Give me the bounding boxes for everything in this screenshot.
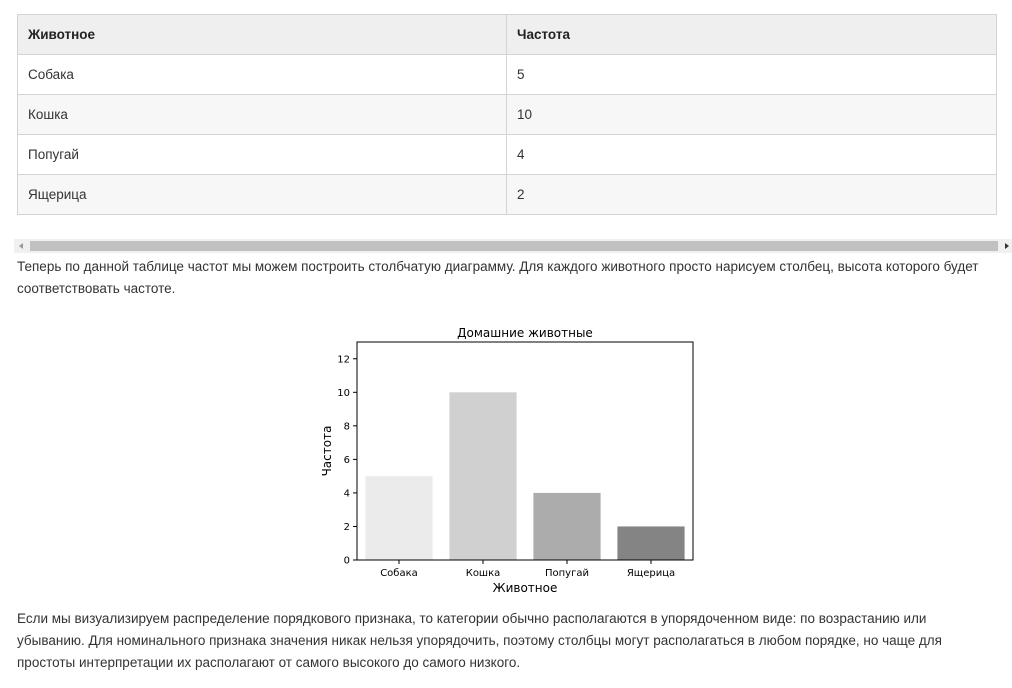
y-axis-label: Частота xyxy=(320,426,334,477)
y-tick-label: 12 xyxy=(337,354,350,365)
header-frequency: Частота xyxy=(506,14,997,55)
scrollbar-thumb[interactable] xyxy=(30,241,998,251)
y-tick-label: 2 xyxy=(344,522,350,533)
triangle-left-icon xyxy=(19,243,23,249)
bar-chart: Домашние животные 0 2 4 6 8 10 12 Собака Кошка П… xyxy=(310,318,710,598)
bar xyxy=(533,492,601,560)
y-tick-label: 8 xyxy=(344,421,350,432)
x-tick-label: Кошка xyxy=(466,568,501,579)
table-row: Попугай 4 xyxy=(17,134,997,175)
outro-paragraph: Если мы визуализируем распределение поря… xyxy=(17,611,942,670)
intro-paragraph: Теперь по данной таблице частот мы можем… xyxy=(17,259,979,296)
x-tick-label: Собака xyxy=(380,568,418,579)
bar xyxy=(617,526,685,560)
scroll-right-button[interactable] xyxy=(1000,239,1012,253)
y-tick-label: 10 xyxy=(337,388,350,399)
table-row: Ящерица 2 xyxy=(17,174,997,215)
x-axis: Собака Кошка Попугай Ящерица xyxy=(380,560,675,579)
y-axis: 0 2 4 6 8 10 12 xyxy=(337,354,357,567)
bar xyxy=(449,392,517,560)
plot-frame xyxy=(356,341,694,561)
scroll-left-button[interactable] xyxy=(14,239,28,253)
bar-chart-svg: Домашние животные 0 2 4 6 8 10 12 Собака Кошка П… xyxy=(320,326,694,595)
table-row: Кошка 10 xyxy=(17,94,997,135)
x-axis-label: Животное xyxy=(493,581,558,595)
cell-animal: Собака xyxy=(17,54,507,95)
cell-animal: Ящерица xyxy=(17,174,507,215)
frequency-table: Животное Частота Собака 5 Кошка 10 Попуг… xyxy=(17,14,997,215)
triangle-right-icon xyxy=(1005,243,1009,249)
table-header-row: Животное Частота xyxy=(17,14,997,55)
cell-frequency: 4 xyxy=(506,134,997,175)
header-animal: Животное xyxy=(17,14,507,55)
y-tick-label: 0 xyxy=(344,556,350,567)
horizontal-scrollbar[interactable] xyxy=(14,239,1012,253)
chart-title: Домашние животные xyxy=(457,326,593,340)
cell-frequency: 10 xyxy=(506,94,997,135)
cell-frequency: 5 xyxy=(506,54,997,95)
bars-group xyxy=(365,392,685,560)
y-tick-label: 6 xyxy=(344,455,350,466)
table-row: Собака 5 xyxy=(17,54,997,95)
x-tick-label: Попугай xyxy=(545,568,589,579)
cell-animal: Попугай xyxy=(17,134,507,175)
cell-animal: Кошка xyxy=(17,94,507,135)
y-tick-label: 4 xyxy=(344,488,350,499)
cell-frequency: 2 xyxy=(506,174,997,215)
bar xyxy=(365,476,433,560)
x-tick-label: Ящерица xyxy=(627,568,675,579)
